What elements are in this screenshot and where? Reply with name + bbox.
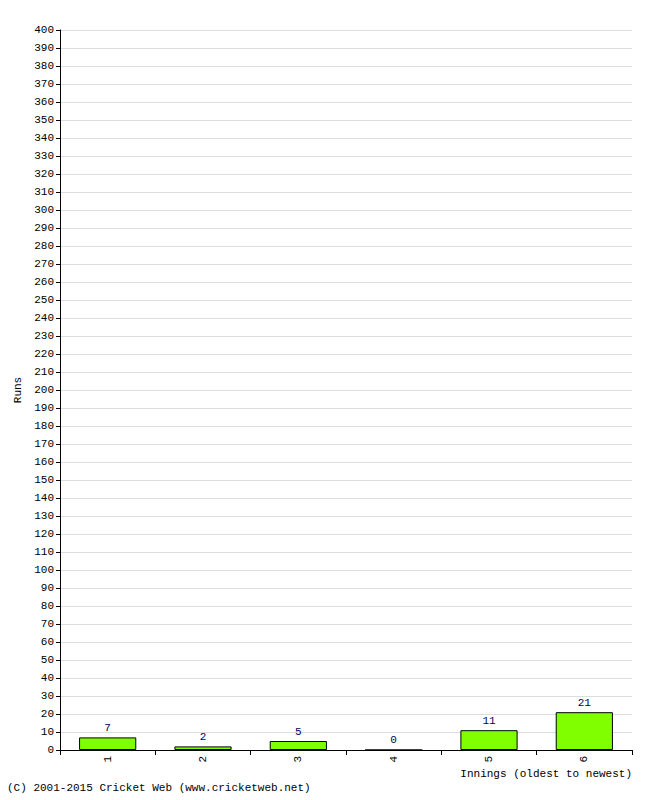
svg-text:3: 3 xyxy=(292,756,304,763)
svg-text:120: 120 xyxy=(34,528,54,540)
svg-text:210: 210 xyxy=(34,366,54,378)
svg-text:60: 60 xyxy=(41,636,54,648)
svg-text:400: 400 xyxy=(34,24,54,36)
svg-text:300: 300 xyxy=(34,204,54,216)
svg-text:4: 4 xyxy=(388,756,400,763)
svg-text:30: 30 xyxy=(41,690,54,702)
svg-text:270: 270 xyxy=(34,258,54,270)
svg-text:240: 240 xyxy=(34,312,54,324)
svg-text:140: 140 xyxy=(34,492,54,504)
svg-text:290: 290 xyxy=(34,222,54,234)
svg-text:Runs: Runs xyxy=(12,377,24,403)
svg-text:100: 100 xyxy=(34,564,54,576)
svg-text:130: 130 xyxy=(34,510,54,522)
svg-text:(C) 2001-2015 Cricket Web (www: (C) 2001-2015 Cricket Web (www.cricketwe… xyxy=(7,782,311,794)
svg-text:160: 160 xyxy=(34,456,54,468)
svg-text:2: 2 xyxy=(200,731,207,743)
svg-text:280: 280 xyxy=(34,240,54,252)
svg-text:260: 260 xyxy=(34,276,54,288)
svg-text:250: 250 xyxy=(34,294,54,306)
svg-text:Innings (oldest to newest): Innings (oldest to newest) xyxy=(460,768,632,780)
svg-text:380: 380 xyxy=(34,60,54,72)
svg-text:20: 20 xyxy=(41,708,54,720)
svg-text:1: 1 xyxy=(102,756,114,763)
svg-text:180: 180 xyxy=(34,420,54,432)
svg-text:11: 11 xyxy=(482,715,496,727)
svg-text:80: 80 xyxy=(41,600,54,612)
svg-text:170: 170 xyxy=(34,438,54,450)
svg-text:200: 200 xyxy=(34,384,54,396)
svg-text:350: 350 xyxy=(34,114,54,126)
svg-text:90: 90 xyxy=(41,582,54,594)
svg-text:21: 21 xyxy=(578,697,592,709)
svg-text:220: 220 xyxy=(34,348,54,360)
svg-text:310: 310 xyxy=(34,186,54,198)
svg-text:40: 40 xyxy=(41,672,54,684)
svg-text:390: 390 xyxy=(34,42,54,54)
svg-text:0: 0 xyxy=(390,734,397,746)
svg-text:5: 5 xyxy=(295,726,302,738)
svg-text:150: 150 xyxy=(34,474,54,486)
svg-text:230: 230 xyxy=(34,330,54,342)
svg-text:10: 10 xyxy=(41,726,54,738)
svg-text:5: 5 xyxy=(483,756,495,763)
svg-text:6: 6 xyxy=(578,756,590,763)
svg-text:7: 7 xyxy=(104,722,111,734)
svg-text:190: 190 xyxy=(34,402,54,414)
svg-text:330: 330 xyxy=(34,150,54,162)
svg-text:2: 2 xyxy=(197,756,209,763)
svg-text:110: 110 xyxy=(34,546,54,558)
svg-text:0: 0 xyxy=(47,744,54,756)
svg-text:370: 370 xyxy=(34,78,54,90)
svg-text:70: 70 xyxy=(41,618,54,630)
svg-text:360: 360 xyxy=(34,96,54,108)
svg-text:320: 320 xyxy=(34,168,54,180)
svg-text:340: 340 xyxy=(34,132,54,144)
svg-text:50: 50 xyxy=(41,654,54,666)
